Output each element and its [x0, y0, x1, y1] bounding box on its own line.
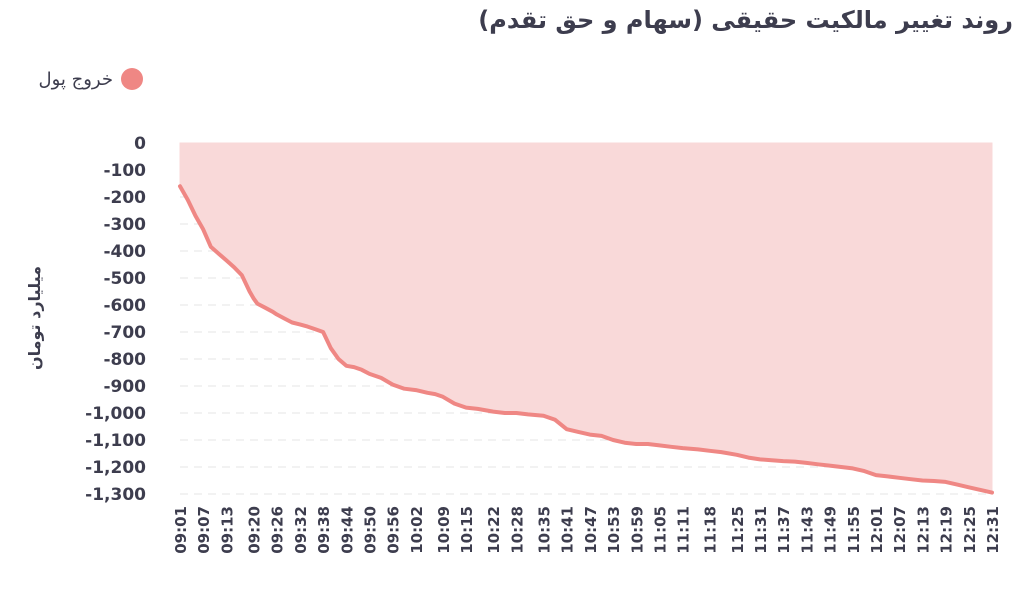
- x-tick-label: 10:28: [508, 506, 526, 554]
- x-tick-label: 09:32: [292, 506, 310, 554]
- x-tick-label: 10:15: [458, 506, 476, 554]
- x-tick-label: 11:31: [752, 506, 770, 554]
- x-tick-label: 11:05: [651, 506, 669, 554]
- y-tick-label: -900: [103, 377, 146, 397]
- y-tick-label: -1,000: [85, 404, 146, 424]
- x-tick-label: 12:01: [868, 506, 886, 554]
- y-tick-label: -200: [103, 188, 146, 208]
- y-tick-label: -100: [103, 161, 146, 181]
- x-tick-label: 10:22: [485, 506, 503, 554]
- x-tick-label: 09:20: [245, 506, 263, 554]
- y-axis-ticks: 0 -100 -200 -300 -400 -500 -600 -700 -800 -900 -1,…: [85, 134, 146, 505]
- x-tick-label: 10:35: [535, 506, 553, 554]
- x-tick-label: 09:50: [361, 506, 379, 554]
- x-tick-label: 09:56: [385, 506, 403, 554]
- y-tick-label: -400: [103, 242, 146, 262]
- x-tick-label: 12:25: [961, 506, 979, 554]
- chart-title: روند تغییر مالکیت حقیقی (سهام و حق تقدم): [478, 6, 1013, 34]
- y-tick-label: -1,200: [85, 458, 146, 478]
- x-tick-label: 10:41: [559, 506, 577, 554]
- y-tick-label: 0: [134, 134, 146, 154]
- x-tick-label: 11:37: [775, 506, 793, 554]
- x-tick-label: 10:59: [628, 506, 646, 554]
- y-tick-label: -500: [103, 269, 146, 289]
- y-tick-label: -800: [103, 350, 146, 370]
- x-tick-label: 11:43: [798, 506, 816, 554]
- x-tick-label: 12:13: [914, 506, 932, 554]
- y-tick-label: -300: [103, 215, 146, 235]
- x-tick-label: 09:38: [315, 506, 333, 554]
- x-tick-label: 12:07: [891, 506, 909, 554]
- y-axis-title: میلیارد تومان: [25, 266, 44, 370]
- x-tick-label: 10:47: [582, 506, 600, 554]
- x-tick-label: 12:31: [984, 506, 1002, 554]
- legend-label: خروج پول: [38, 68, 113, 90]
- x-axis-ticks: 09:01 09:07 09:13 09:20 09:26 09:32 09:38 09:44…: [172, 506, 1002, 554]
- x-tick-label: 11:25: [729, 506, 747, 554]
- y-tick-label: -600: [103, 296, 146, 316]
- x-tick-label: 12:19: [938, 506, 956, 554]
- x-tick-label: 10:09: [435, 506, 453, 554]
- x-tick-label: 11:49: [822, 506, 840, 554]
- x-tick-label: 09:13: [218, 506, 236, 554]
- x-tick-label: 11:18: [702, 506, 720, 554]
- x-tick-label: 09:01: [172, 506, 190, 554]
- x-tick-label: 10:53: [605, 506, 623, 554]
- x-tick-label: 11:55: [845, 506, 863, 554]
- y-tick-label: -700: [103, 323, 146, 343]
- x-tick-label: 09:07: [195, 506, 213, 554]
- y-tick-label: -1,100: [85, 431, 146, 451]
- x-tick-label: 11:11: [675, 506, 693, 554]
- x-tick-label: 09:44: [338, 506, 356, 554]
- series-line: [178, 184, 994, 495]
- legend-marker: [121, 68, 143, 90]
- x-tick-label: 09:26: [269, 506, 287, 554]
- y-tick-label: -1,300: [85, 485, 146, 505]
- legend[interactable]: خروج پول: [39, 68, 143, 90]
- x-tick-label: 10:02: [408, 506, 426, 554]
